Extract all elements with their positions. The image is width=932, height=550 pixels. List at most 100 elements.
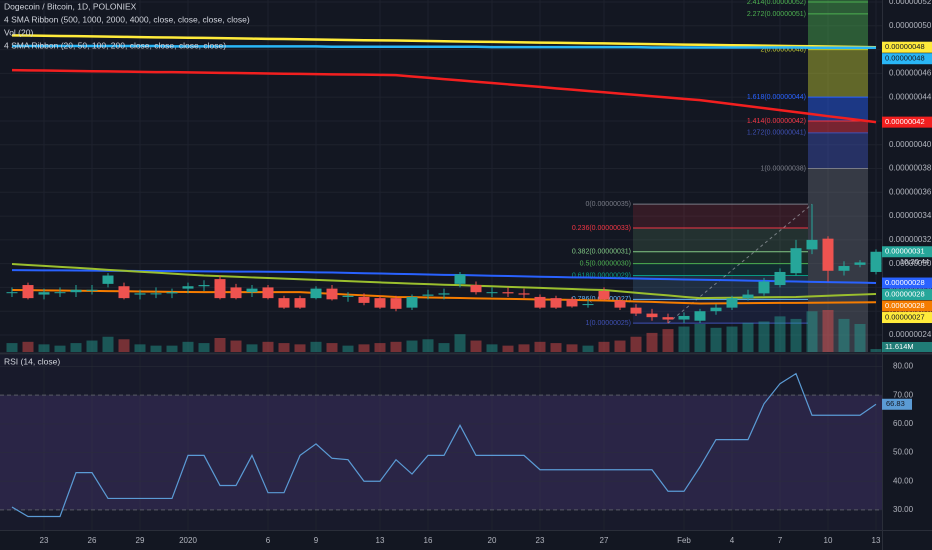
y-tick-label: 0.00000046 <box>889 68 932 77</box>
x-tick-label: 20 <box>488 536 497 545</box>
candle-body <box>230 287 242 299</box>
volume-bar <box>342 345 354 352</box>
indicator-legend: Vol (20) <box>4 27 33 37</box>
y-tick-label: 80.00 <box>893 362 914 371</box>
candle-body <box>694 311 706 321</box>
volume-bar <box>678 326 690 352</box>
candle-body <box>774 271 786 286</box>
fib-label: 0.236(0.00000033) <box>572 225 631 232</box>
candle-body <box>326 288 338 300</box>
candle-body <box>566 299 578 307</box>
x-tick-label: Feb <box>677 536 691 545</box>
volume-bar <box>646 332 658 352</box>
candle-body <box>38 292 50 295</box>
candle-body <box>278 298 290 308</box>
y-tick-label: 0.00000044 <box>889 92 932 101</box>
volume-bar <box>390 341 402 352</box>
fib-band <box>808 49 868 98</box>
ma-line <box>11 269 877 285</box>
candle-body <box>550 298 562 308</box>
price-tag-label: 0.00000028 <box>885 290 925 299</box>
volume-bar <box>198 343 210 352</box>
volume-bar <box>758 321 770 352</box>
fib-label: 2(0.00000048) <box>760 46 806 53</box>
y-tick-label: 0.00000052 <box>889 0 932 6</box>
candle-body <box>838 266 850 271</box>
price-axis: 0.000000240.000000260.000000280.00000030… <box>40 0 932 545</box>
candle-body <box>198 285 210 287</box>
volume-bar <box>406 340 418 352</box>
candle-body <box>822 238 834 271</box>
fib-band <box>808 132 868 169</box>
candle-body <box>854 262 866 265</box>
y-tick-label: 0.00000034 <box>889 211 932 220</box>
volume-bar <box>22 341 34 352</box>
x-tick-label: 23 <box>40 536 49 545</box>
x-tick-label: 4 <box>730 536 735 545</box>
candle-body <box>6 292 18 294</box>
volume-bar <box>630 336 642 352</box>
volume-bar <box>806 311 818 352</box>
candle-body <box>166 292 178 294</box>
candle-body <box>518 293 530 295</box>
volume-bar <box>38 344 50 352</box>
candle-body <box>406 296 418 308</box>
price-tag-label: 0.00000048 <box>885 42 925 51</box>
candle-body <box>22 285 34 299</box>
volume-bar <box>502 345 514 352</box>
volume-bar <box>374 343 386 352</box>
candle-body <box>262 287 274 299</box>
candle-body <box>86 289 98 291</box>
candle-body <box>246 288 258 293</box>
fib-band <box>633 227 808 252</box>
countdown: 16:20:44 <box>900 257 929 266</box>
fib-label: 0.618(0.00000029) <box>572 272 631 279</box>
volume-bar <box>854 324 866 352</box>
rsi-line <box>11 372 877 518</box>
fib-band <box>808 13 868 50</box>
volume-bar <box>822 310 834 352</box>
price-tag-label: 0.00000042 <box>885 117 925 126</box>
volume-bar <box>582 345 594 352</box>
candle-body <box>646 313 658 318</box>
volume-bar <box>870 349 882 352</box>
volume-bar <box>470 340 482 352</box>
price-tag <box>882 277 932 289</box>
candle-body <box>678 315 690 320</box>
volume-bar <box>54 345 66 352</box>
candle-body <box>870 251 882 272</box>
candle-body <box>598 290 610 300</box>
volume-bar <box>454 334 466 352</box>
volume-bar <box>262 341 274 352</box>
ma-line <box>12 44 876 50</box>
fib-label: 1(0.00000025) <box>585 320 631 327</box>
ma-line <box>11 68 877 124</box>
y-tick-label: 0.00000032 <box>889 235 932 244</box>
volume-bar <box>534 341 546 352</box>
fib-label: 0.382(0.00000031) <box>572 249 631 256</box>
fib-label: 1.272(0.00000041) <box>747 130 806 137</box>
volume-bar <box>134 344 146 352</box>
y-tick-label: 0.00000024 <box>889 330 932 339</box>
candle-body <box>790 248 802 274</box>
fib-label: 2.272(0.00000051) <box>747 11 806 18</box>
price-tag-label: 0.00000027 <box>885 313 925 322</box>
candle-body <box>806 239 818 250</box>
volume-bar <box>486 344 498 352</box>
volume-bar <box>230 340 242 352</box>
rsi-tag <box>882 398 912 410</box>
volume-bar <box>518 344 530 352</box>
x-tick-label: 23 <box>536 536 545 545</box>
candle-body <box>438 293 450 295</box>
candle-body <box>358 296 370 303</box>
volume-tag <box>882 342 932 352</box>
x-tick-label: 2020 <box>179 536 197 545</box>
x-tick-label: 13 <box>376 536 385 545</box>
price-tag-label: 0.00000031 <box>885 247 925 256</box>
candle-body <box>662 317 674 320</box>
price-tag <box>882 53 932 65</box>
y-tick-label: 0.00000038 <box>889 164 932 173</box>
candle-body <box>374 298 386 308</box>
